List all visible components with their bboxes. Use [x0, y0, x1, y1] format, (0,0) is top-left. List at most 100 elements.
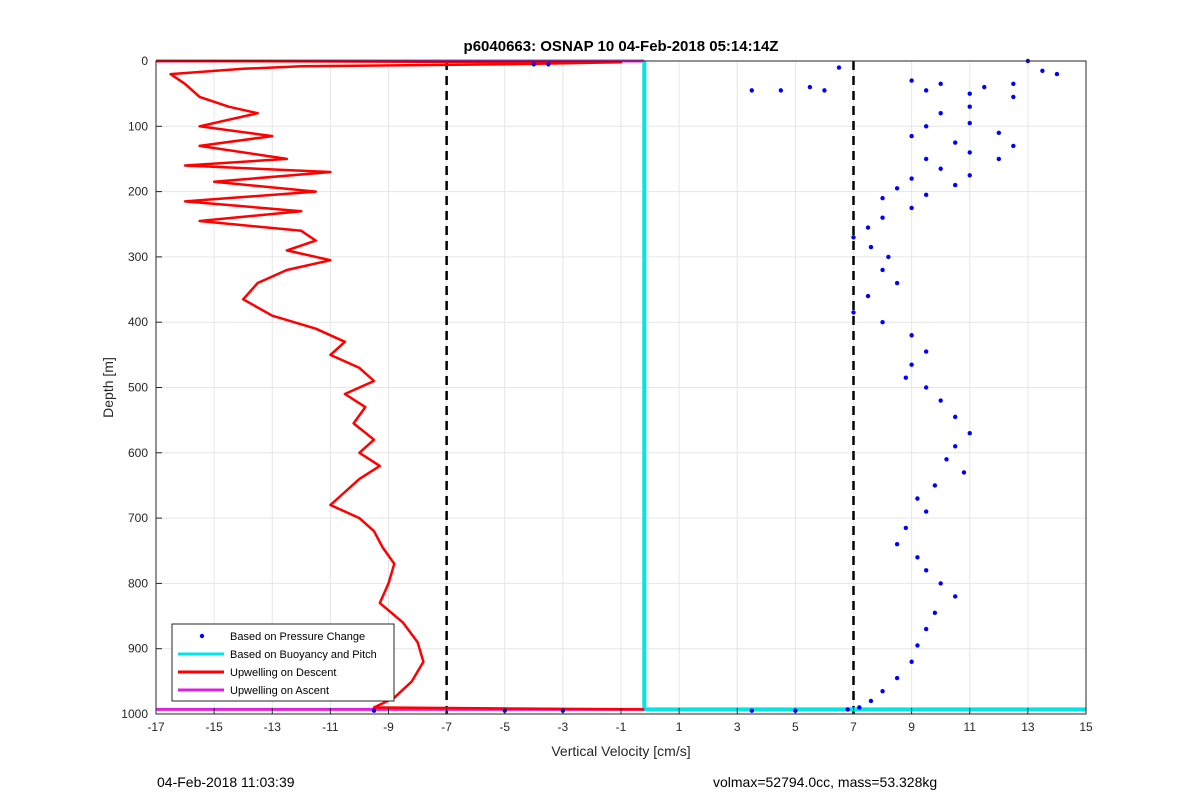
data-point: [880, 215, 885, 220]
data-point: [923, 124, 929, 129]
y-axis-label: Depth [m]: [100, 357, 116, 418]
data-point: [851, 310, 856, 315]
data-point: [749, 88, 754, 93]
y-tick-label: 900: [128, 642, 148, 656]
legend-marker: [199, 633, 205, 639]
data-point: [915, 555, 920, 560]
data-point: [967, 120, 972, 126]
data-point: [923, 192, 929, 198]
data-point: [851, 235, 856, 240]
data-point: [938, 111, 943, 116]
data-point: [944, 457, 949, 462]
x-axis-label: Vertical Velocity [cm/s]: [551, 743, 690, 759]
data-point: [915, 496, 920, 501]
footer-timestamp: 04-Feb-2018 11:03:39: [157, 774, 295, 790]
data-point: [953, 182, 958, 188]
data-point: [938, 81, 943, 87]
data-point: [915, 643, 920, 648]
y-tick-label: 0: [141, 54, 148, 68]
y-tick-label: 800: [128, 576, 148, 590]
data-point: [894, 186, 900, 191]
data-point: [836, 65, 842, 70]
grid: [155, 60, 1087, 715]
data-point: [865, 225, 871, 230]
y-tick-label: 500: [128, 381, 148, 395]
data-point: [845, 707, 850, 712]
x-tick-label: -17: [147, 720, 165, 734]
data-point: [961, 470, 967, 475]
y-tick-label: 1000: [121, 707, 148, 721]
legend-box: [171, 623, 395, 702]
data-point: [546, 62, 551, 67]
data-point: [909, 333, 914, 338]
legend: Based on Pressure Change Based on Buoyanc…: [171, 623, 395, 702]
data-point: [868, 698, 874, 704]
y-tick-label: 700: [128, 511, 148, 525]
data-point: [923, 568, 929, 573]
x-tick-label: -1: [616, 720, 627, 734]
data-point: [886, 254, 891, 260]
chart-title: p6040663: OSNAP 10 04-Feb-2018 05:14:14Z: [464, 38, 779, 55]
data-point: [967, 91, 972, 96]
data-point: [953, 140, 958, 145]
x-tick-label: 9: [908, 720, 915, 734]
data-point: [778, 88, 784, 93]
data-point: [903, 375, 909, 380]
data-point: [996, 156, 1002, 162]
data-point: [909, 133, 914, 139]
y-axis-ticks: 0 100 200 300 400 500 600 700 800 900 1000: [121, 54, 162, 721]
data-point: [953, 414, 958, 420]
data-point: [1011, 143, 1016, 149]
data-point: [923, 509, 929, 514]
x-tick-label: -7: [441, 720, 452, 734]
x-tick-label: -13: [264, 720, 282, 734]
data-point: [807, 84, 813, 90]
data-point: [371, 708, 377, 713]
data-point: [822, 88, 827, 93]
x-tick-label: -15: [205, 720, 223, 734]
data-point: [923, 349, 929, 354]
data-point: [938, 581, 943, 586]
legend-label: Upwelling on Descent: [230, 667, 336, 679]
x-tick-label: -3: [558, 720, 569, 734]
data-point: [938, 398, 943, 403]
data-point: [909, 362, 914, 367]
data-point: [909, 659, 914, 664]
data-point: [749, 708, 754, 713]
data-point: [967, 173, 972, 178]
data-point: [953, 594, 958, 599]
y-tick-label: 200: [128, 185, 148, 199]
x-tick-label: 7: [850, 720, 857, 734]
x-tick-label: -9: [383, 720, 394, 734]
x-tick-label: -5: [499, 720, 510, 734]
data-point: [1011, 94, 1016, 100]
data-point: [967, 150, 972, 155]
x-axis-ticks: -17 -15 -13 -11 -9 -7 -5 -3 -1 1 3 5 7 9 11 13 15: [147, 708, 1093, 734]
data-point: [932, 483, 938, 488]
data-point: [865, 293, 871, 299]
data-point: [967, 431, 972, 436]
data-point: [996, 130, 1002, 136]
x-tick-label: 5: [792, 720, 799, 734]
data-point: [932, 610, 938, 615]
data-point: [880, 320, 885, 325]
data-point: [923, 88, 929, 93]
data-point: [880, 688, 885, 694]
data-point: [967, 104, 972, 109]
y-tick-label: 600: [128, 446, 148, 460]
data-point: [938, 166, 943, 171]
data-point: [880, 267, 885, 273]
x-tick-label: 11: [964, 720, 977, 734]
data-point: [868, 244, 874, 250]
legend-label: Upwelling on Ascent: [230, 685, 329, 697]
x-tick-label: 1: [676, 720, 683, 734]
legend-label: Based on Pressure Change: [230, 631, 365, 643]
data-point: [1054, 71, 1060, 77]
series-line-descent: [155, 59, 645, 711]
data-point: [923, 626, 929, 632]
data-point: [880, 195, 885, 201]
data-point: [857, 705, 862, 710]
data-point: [894, 280, 900, 286]
footer-vehicle-info: volmax=52794.0cc, mass=53.328kg: [713, 774, 938, 790]
